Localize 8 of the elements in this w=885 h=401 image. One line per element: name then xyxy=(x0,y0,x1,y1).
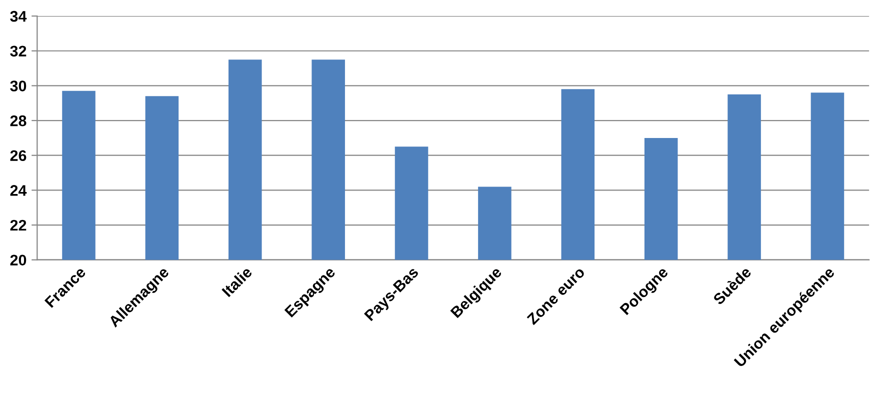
y-tick-label: 20 xyxy=(10,254,26,266)
y-tick-label: 34 xyxy=(10,10,27,22)
y-tick-label: 28 xyxy=(10,115,26,126)
y-tick-label: 22 xyxy=(10,220,26,231)
y-tick-label: 32 xyxy=(10,46,26,57)
y-tick-label: 24 xyxy=(10,185,27,196)
y-tick-label: 26 xyxy=(10,150,26,162)
y-tick-label: 30 xyxy=(10,80,26,92)
